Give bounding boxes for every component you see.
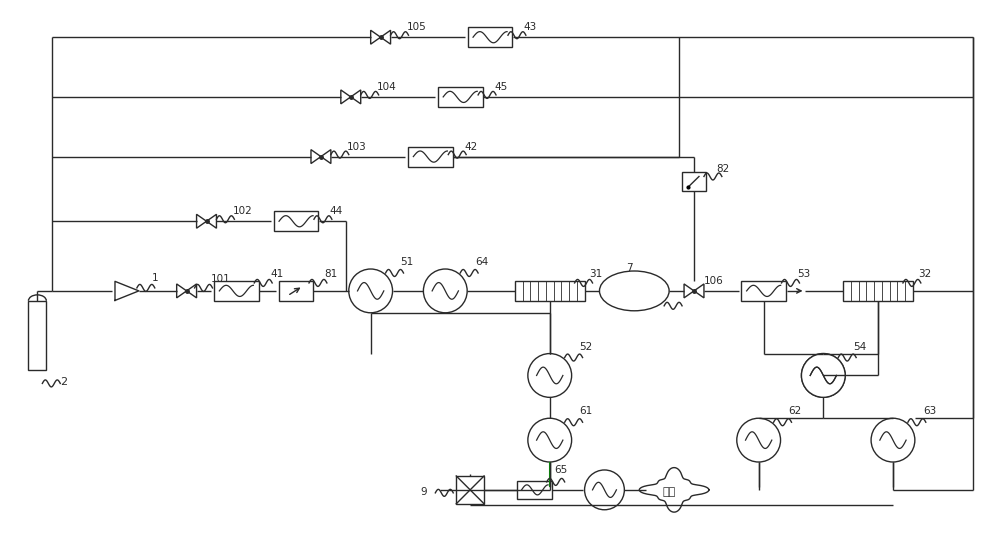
Text: 106: 106 [704, 276, 724, 286]
Polygon shape [197, 214, 207, 228]
Polygon shape [321, 150, 331, 163]
Bar [279, 281, 313, 301]
Bar [682, 171, 706, 192]
Polygon shape [351, 90, 361, 104]
Text: 64: 64 [475, 257, 488, 267]
Ellipse shape [599, 271, 669, 311]
Text: 63: 63 [923, 406, 936, 416]
Polygon shape [177, 284, 187, 298]
Polygon shape [684, 284, 694, 298]
Circle shape [349, 269, 393, 313]
Circle shape [528, 354, 572, 397]
Polygon shape [311, 150, 321, 163]
Text: 44: 44 [330, 206, 343, 216]
Text: 103: 103 [347, 142, 367, 151]
Circle shape [585, 470, 624, 510]
Text: 62: 62 [789, 406, 802, 416]
Bar [517, 481, 552, 499]
Polygon shape [381, 30, 391, 44]
Text: 53: 53 [797, 269, 811, 279]
Bar [741, 281, 786, 301]
Bar [468, 27, 512, 47]
Text: 45: 45 [494, 82, 507, 92]
Bar [408, 147, 453, 167]
Circle shape [871, 418, 915, 462]
Text: 101: 101 [210, 274, 230, 284]
Text: 1: 1 [152, 273, 158, 283]
Circle shape [801, 354, 845, 397]
Text: 42: 42 [464, 142, 477, 151]
Bar [274, 212, 318, 231]
Text: 52: 52 [580, 341, 593, 352]
Text: 104: 104 [377, 82, 396, 92]
Text: 大气: 大气 [662, 487, 675, 497]
Bar [515, 281, 585, 301]
Polygon shape [341, 90, 351, 104]
Text: 54: 54 [853, 341, 866, 352]
Text: 105: 105 [406, 22, 426, 32]
Circle shape [423, 269, 467, 313]
Bar [214, 281, 259, 301]
Text: 41: 41 [270, 269, 283, 279]
Text: 102: 102 [232, 206, 252, 216]
Circle shape [801, 354, 845, 397]
Text: 9: 9 [420, 487, 427, 497]
Bar [843, 281, 913, 301]
Text: 2: 2 [60, 378, 67, 387]
Text: 7: 7 [626, 263, 633, 273]
Text: 65: 65 [555, 465, 568, 475]
Polygon shape [187, 284, 197, 298]
Text: 43: 43 [524, 22, 537, 32]
Polygon shape [694, 284, 704, 298]
Text: 31: 31 [590, 269, 603, 279]
Text: 61: 61 [580, 406, 593, 416]
Circle shape [737, 418, 781, 462]
Bar [28, 301, 46, 371]
Text: 32: 32 [918, 269, 931, 279]
Polygon shape [371, 30, 381, 44]
Polygon shape [207, 214, 216, 228]
Text: 82: 82 [716, 163, 729, 174]
Bar [456, 476, 484, 504]
Bar [438, 87, 483, 107]
Circle shape [528, 418, 572, 462]
Text: 81: 81 [324, 269, 337, 279]
Text: 51: 51 [401, 257, 414, 267]
